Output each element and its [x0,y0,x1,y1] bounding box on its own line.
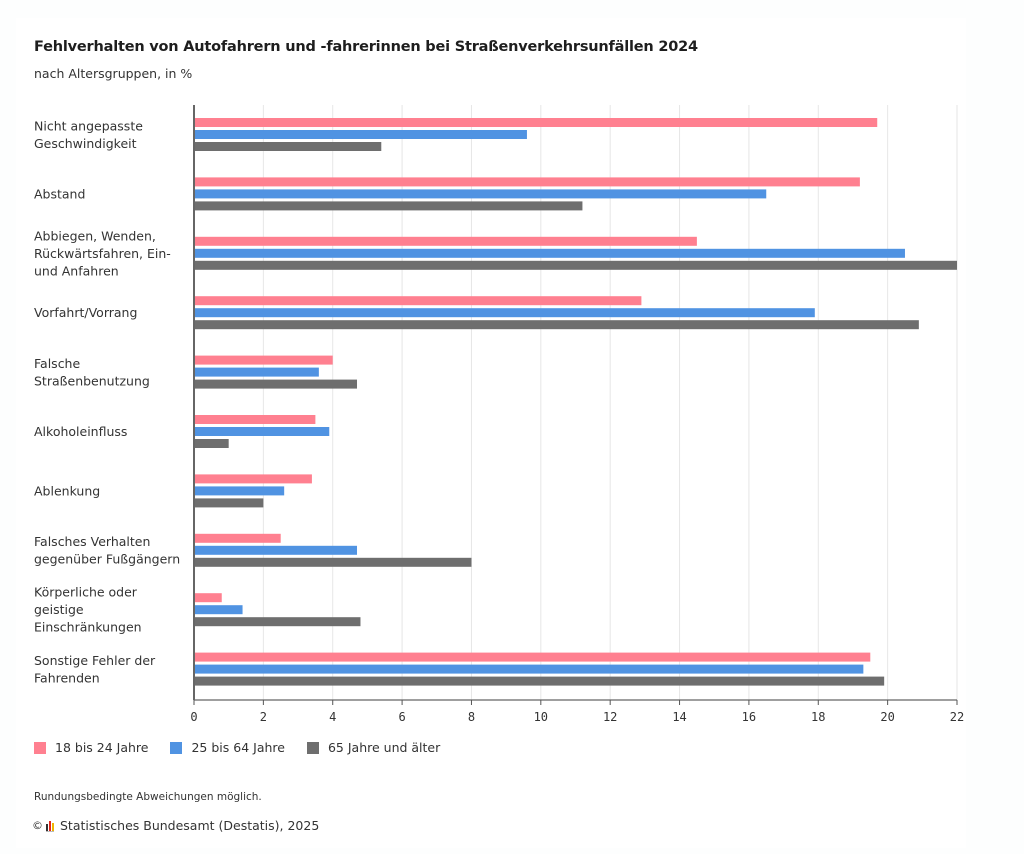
category-label: Falsches Verhalten gegenüber Fußgängern [34,534,180,567]
category-label-line: Abbiegen, Wenden, [34,228,156,243]
legend-swatch [170,741,183,754]
category-label-line: Geschwindigkeit [34,136,137,151]
rounding-note: Rundungsbedingte Abweichungen möglich. [34,791,262,803]
bar-18-24 [194,533,281,543]
copyright-icon: © [32,819,43,832]
bar-18-24 [194,474,312,484]
legend-label: 25 bis 64 Jahre [191,740,285,755]
bar-18-24 [194,652,871,662]
legend-swatch [34,741,46,754]
tick-label: 12 [603,710,617,724]
tick-label: 6 [398,710,405,724]
source-line: © Statistisches Bundesamt (Destatis), 20… [32,818,319,833]
legend-label: 65 Jahre und älter [327,740,441,755]
bar-65-plus [194,320,919,330]
category-label-line: Fahrenden [34,670,100,685]
tick-label: 4 [329,710,336,724]
category-label-line: Falsche [34,356,80,371]
chart-title: Fehlverhalten von Autofahrern und -fahre… [34,39,698,55]
x-axis-ticks: 0 2 4 6 8 10 12 14 16 18 20 22 [190,700,964,724]
bar-65-plus [194,617,361,627]
bar-18-24 [194,355,333,365]
category-label: Alkoholeinfluss [34,424,127,439]
bar-65-plus [194,676,885,686]
tick-label: 2 [260,710,267,724]
tick-label: 20 [880,710,894,724]
category-label-line: Falsches Verhalten [34,534,150,549]
bar-25-64 [194,308,815,318]
legend-item-65-plus[interactable]: 65 Jahre und älter [306,740,441,755]
bar-chart: 0 2 4 6 8 10 12 14 16 18 20 22 Nicht angepasste Gesc… [34,105,964,724]
bar-18-24 [194,296,642,306]
bar-25-64 [194,605,243,615]
tick-label: 8 [468,710,475,724]
category-label-line: Ablenkung [34,483,100,498]
category-label-line: Alkoholeinfluss [34,424,127,439]
category-label: Sonstige Fehler der Fahrenden [34,653,156,686]
bar-65-plus [194,260,957,270]
bar-25-64 [194,486,285,496]
tick-label: 10 [534,710,548,724]
bar-25-64 [194,427,330,436]
axes [193,105,957,701]
gridlines [262,105,958,700]
category-label-line: und Anfahren [34,263,119,278]
bar-18-24 [194,177,860,187]
bar-18-24 [194,593,222,603]
bar-25-64 [194,189,767,199]
category-label-line: geistige [34,602,84,617]
chart-card [16,18,966,848]
bar-65-plus [194,439,229,448]
bar-18-24 [194,236,697,246]
category-label: Abbiegen, Wenden, Rückwärtsfahren, Ein-un… [34,228,171,278]
category-label: Nicht angepasste Geschwindigkeit [34,118,143,151]
bar-25-64 [194,664,864,674]
legend-swatch [306,741,319,754]
category-label: Falsche Straßenbenutzung [34,356,150,389]
category-label-line: Einschränkungen [34,620,142,635]
tick-label: 0 [190,710,197,724]
category-label: Ablenkung [34,483,100,498]
category-label-line: Abstand [34,186,85,201]
category-label-line: Nicht angepasste [34,118,143,133]
bar-25-64 [194,248,905,258]
legend-item-18-24[interactable]: 18 bis 24 Jahre [34,740,148,755]
category-label: Abstand [34,186,85,201]
tick-label: 18 [811,710,825,724]
bar-25-64 [194,545,358,555]
legend: 18 bis 24 Jahre 25 bis 64 Jahre 65 Jahre… [34,740,440,755]
bar-65-plus [194,142,382,151]
bar-65-plus [194,557,472,567]
bar-25-64 [194,130,527,139]
category-label: Vorfahrt/Vorrang [34,305,137,320]
bar-65-plus [194,201,583,211]
bars [194,118,957,686]
bar-25-64 [194,367,319,377]
source-text: Statistisches Bundesamt (Destatis), 2025 [60,818,320,833]
category-label-line: Straßenbenutzung [34,373,150,388]
destatis-logo-icon [46,820,54,832]
chart-subtitle: nach Altersgruppen, in % [34,66,193,81]
legend-item-25-64[interactable]: 25 bis 64 Jahre [170,740,285,755]
category-labels: Nicht angepasste Geschwindigkeit Abstand Ab… [34,118,180,685]
category-label-line: Vorfahrt/Vorrang [34,305,137,320]
category-label-line: Rückwärtsfahren, Ein- [34,246,171,261]
category-label-line: Körperliche oder [34,585,138,600]
bar-18-24 [194,415,316,424]
tick-label: 16 [742,710,756,724]
tick-label: 14 [672,710,686,724]
bar-18-24 [194,118,878,127]
tick-label: 22 [950,710,964,724]
category-label-line: Sonstige Fehler der [34,653,156,668]
bar-65-plus [194,379,358,389]
category-label-line: gegenüber Fußgängern [34,552,180,567]
legend-label: 18 bis 24 Jahre [55,740,149,755]
bar-65-plus [194,498,264,508]
category-label: Körperliche oder geistige Einschränkungen [34,585,142,635]
